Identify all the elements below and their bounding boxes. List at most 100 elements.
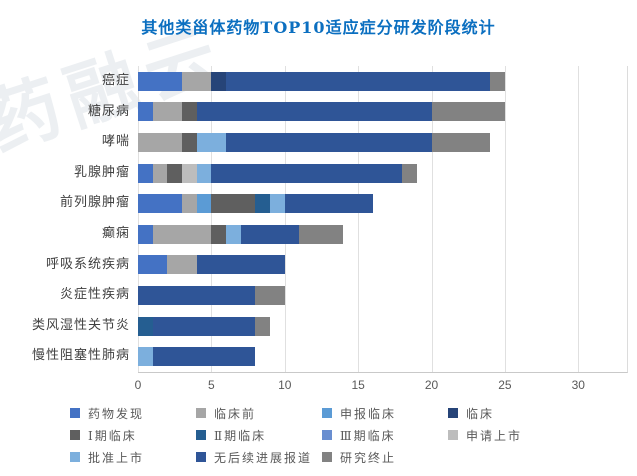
legend-label: Ⅱ期临床	[214, 428, 267, 443]
x-tick-label: 20	[424, 378, 439, 392]
x-tick-label: 25	[498, 378, 512, 392]
bar-segment	[196, 194, 212, 214]
plot-area: 癌症 糖尿病 哮喘 乳腺肿瘤 前列腺肿瘤 癫痫 呼吸系统疾病 炎症性疾病 类风湿性关节炎 慢性阻塞…	[32, 66, 628, 392]
legend-item: 批准上市	[70, 449, 196, 466]
category-label: 慢性阻塞性肺病	[31, 348, 130, 364]
bar-segment	[167, 255, 197, 275]
bar-segment	[196, 163, 212, 183]
bar-segment	[138, 255, 168, 275]
bar-segment	[431, 102, 505, 122]
category-label: 炎症性疾病	[59, 287, 130, 303]
bar-segment	[138, 347, 153, 367]
bar-segment	[182, 133, 197, 152]
bar-segment	[167, 163, 183, 183]
legend-label: Ⅲ期临床	[340, 428, 396, 443]
bar-segment	[138, 71, 183, 91]
gridline	[504, 66, 506, 372]
bar-segment	[138, 194, 183, 214]
bar-segment	[152, 163, 168, 183]
legend-item: 研究终止	[322, 449, 448, 466]
legend: 药物发现 临床前 申报临床 临床 Ⅰ期临床 Ⅱ期临床 Ⅲ期临床 申请上市批准上市 无后续进展报道…	[70, 406, 610, 472]
bar-segment	[152, 102, 183, 122]
gridline	[211, 66, 213, 372]
legend-swatch-icon	[322, 430, 332, 440]
gridline	[431, 66, 433, 372]
bar-segment	[240, 224, 300, 244]
legend-item: 无后续进展报道	[196, 449, 322, 466]
x-tick-label: 15	[351, 378, 365, 392]
bar-segment	[182, 71, 212, 91]
bar-segment	[431, 133, 491, 152]
bar-segment	[255, 316, 271, 336]
bar-segment	[490, 71, 505, 91]
category-label: 前列腺肿瘤	[59, 195, 130, 211]
legend-row: 批准上市 无后续进展报道 研究终止	[70, 449, 610, 466]
legend-swatch-icon	[196, 408, 206, 418]
bar-segment	[152, 347, 256, 367]
bar-segment	[211, 194, 256, 214]
legend-item: 申报临床	[322, 405, 448, 422]
bar-segment	[152, 316, 256, 336]
category-label: 呼吸系统疾病	[45, 256, 130, 272]
bar-segment	[182, 102, 197, 122]
bar-segment	[284, 194, 373, 214]
bar-segment	[211, 71, 227, 91]
legend-item: 申请上市	[448, 427, 574, 444]
bar-segment	[255, 194, 271, 214]
bar-segment	[138, 133, 183, 152]
bar-segment	[182, 194, 197, 214]
legend-label: 批准上市	[88, 450, 145, 465]
bar-segment	[270, 194, 285, 214]
bar-segment	[255, 286, 285, 305]
legend-label: 申请上市	[466, 428, 523, 443]
bar-segment	[138, 316, 153, 336]
bar-segment	[226, 71, 491, 91]
legend-swatch-icon	[322, 408, 332, 418]
bar-segment	[211, 224, 227, 244]
category-label: 癌症	[101, 73, 130, 88]
x-tick-label: 5	[208, 378, 215, 392]
x-tick-label: 30	[571, 378, 585, 392]
legend-item: Ⅲ期临床	[322, 427, 448, 444]
legend-item: 临床	[448, 405, 574, 422]
legend-swatch-icon	[70, 408, 80, 418]
legend-swatch-icon	[448, 430, 458, 440]
category-label: 类风湿性关节炎	[31, 317, 130, 333]
legend-row: Ⅰ期临床 Ⅱ期临床 Ⅲ期临床 申请上市	[70, 427, 610, 444]
bar-segment	[182, 163, 197, 183]
bar-segment	[226, 133, 432, 152]
legend-label: 申报临床	[340, 406, 397, 421]
bar-segment	[138, 102, 153, 122]
legend-swatch-icon	[448, 408, 458, 418]
legend-label: 无后续进展报道	[214, 450, 313, 465]
bar-segment	[211, 163, 403, 183]
gridline	[138, 66, 139, 372]
legend-swatch-icon	[196, 452, 206, 462]
category-label: 乳腺肿瘤	[73, 164, 130, 180]
legend-label: 临床	[466, 406, 495, 421]
bar-segment	[196, 133, 227, 152]
legend-swatch-icon	[322, 452, 332, 462]
legend-item: Ⅱ期临床	[196, 427, 322, 444]
gridline	[578, 66, 580, 372]
legend-label: 研究终止	[340, 450, 397, 465]
bar-segment	[138, 224, 153, 244]
legend-label: 药物发现	[88, 406, 145, 421]
legend-item: Ⅰ期临床	[70, 427, 196, 444]
legend-label: 临床前	[214, 406, 257, 421]
legend-row: 药物发现 临床前 申报临床 临床	[70, 405, 610, 422]
bar-segment	[138, 286, 256, 305]
legend-item: 临床前	[196, 405, 322, 422]
legend-label: Ⅰ期临床	[88, 428, 137, 443]
bar-segment	[196, 102, 432, 122]
bar-segment	[299, 224, 344, 244]
bar-segment	[226, 224, 241, 244]
bar-segment	[402, 163, 417, 183]
chart-title: 其他类甾体药物TOP10适应症分研发阶段统计	[141, 18, 496, 37]
category-label: 哮喘	[101, 134, 130, 150]
legend-swatch-icon	[196, 430, 206, 440]
gridline	[284, 66, 286, 372]
x-tick-label: 10	[278, 378, 292, 392]
legend-swatch-icon	[70, 430, 80, 440]
